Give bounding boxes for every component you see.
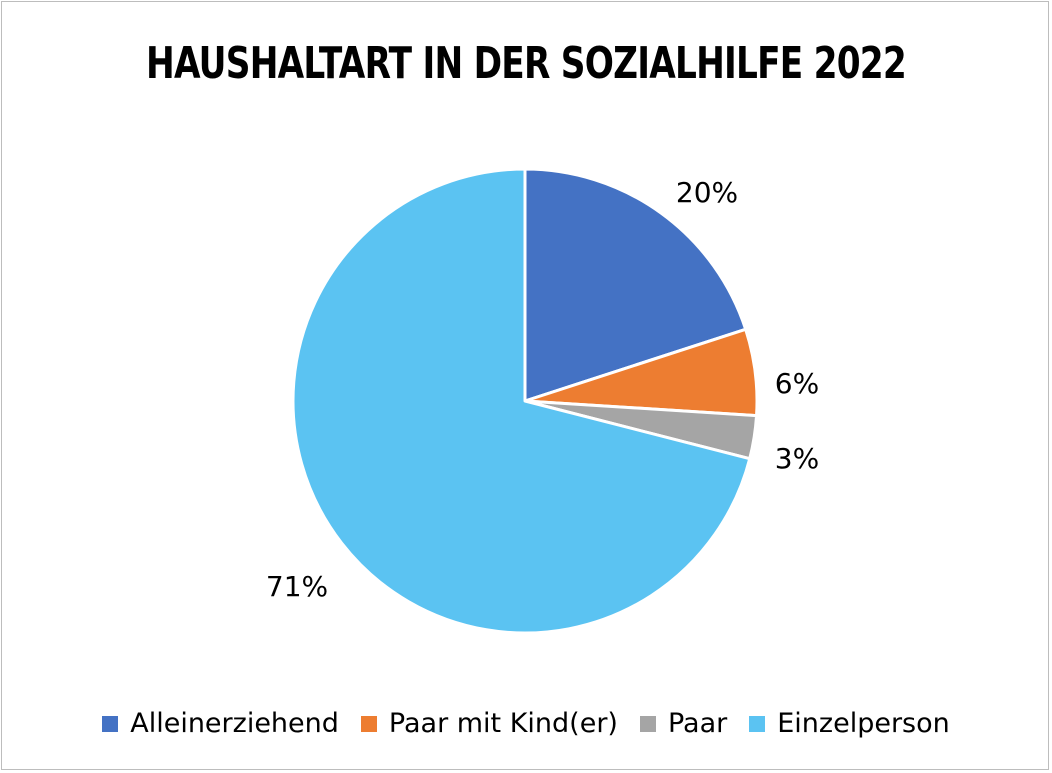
legend-item-alleinerziehend: Alleinerziehend: [102, 708, 339, 739]
legend-swatch: [102, 715, 119, 732]
legend-item-paar-mit-kind: Paar mit Kind(er): [360, 708, 618, 739]
data-label: 3%: [775, 442, 819, 475]
legend-label: Paar mit Kind(er): [388, 708, 618, 739]
data-label: 71%: [266, 570, 328, 603]
chart-title: HAUSHALTART IN DER SOZIALHILFE 2022: [146, 38, 907, 89]
legend-swatch: [360, 715, 377, 732]
data-label: 20%: [676, 176, 738, 209]
pie-slices: [291, 167, 759, 635]
pie-slice-einzelperson: [291, 167, 752, 635]
legend-swatch: [749, 715, 766, 732]
legend-item-einzelperson: Einzelperson: [749, 708, 950, 739]
legend: Alleinerziehend Paar mit Kind(er) Paar E…: [0, 708, 1052, 739]
data-label: 6%: [775, 367, 819, 400]
legend-label: Paar: [667, 708, 728, 739]
legend-label: Alleinerziehend: [130, 708, 339, 739]
legend-item-paar: Paar: [639, 708, 728, 739]
legend-label: Einzelperson: [777, 708, 950, 739]
legend-swatch: [639, 715, 656, 732]
pie-data-labels: 20% 6% 3% 71%: [266, 176, 819, 603]
pie-slice-alleinerziehend: [523, 167, 748, 403]
